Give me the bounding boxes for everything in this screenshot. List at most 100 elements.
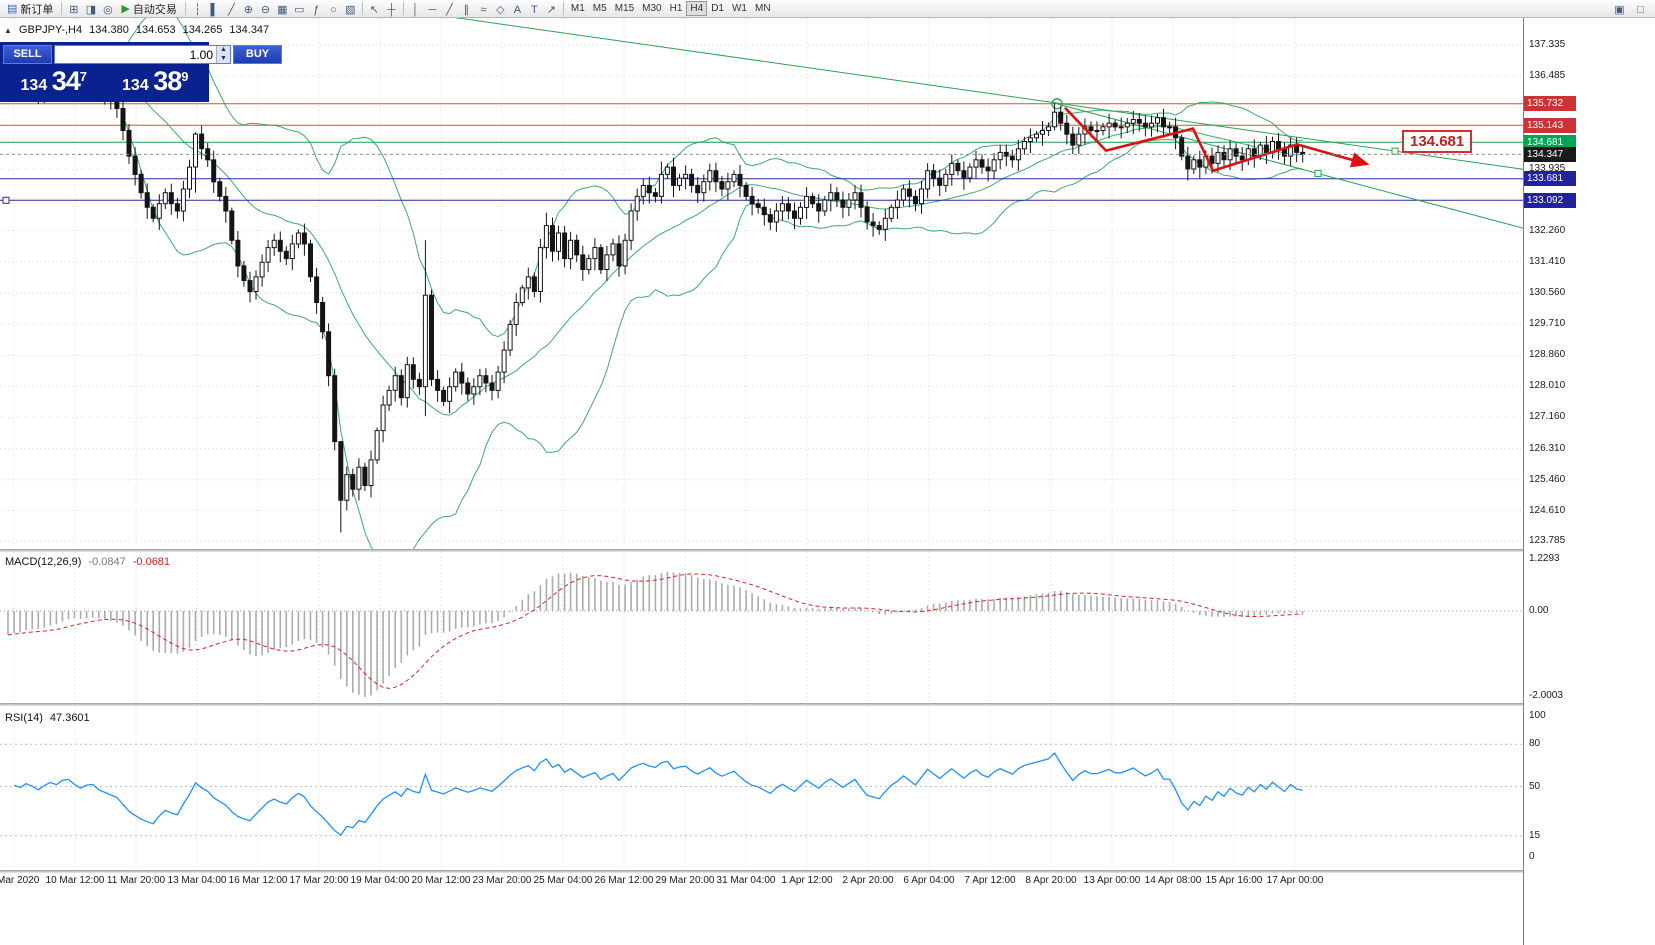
community-icon[interactable]: □	[1632, 1, 1649, 17]
trendline-icon[interactable]: ╱	[441, 1, 458, 17]
time-label: 17 Apr 00:00	[1266, 875, 1324, 886]
price-tick: 128.860	[1529, 349, 1566, 361]
time-label: 19 Mar 04:00	[350, 875, 410, 886]
data-window-icon[interactable]: ◨	[82, 1, 99, 17]
arrows-icon[interactable]: ↗	[543, 1, 560, 17]
macd-svg[interactable]	[0, 552, 1523, 703]
price-tick: 137.335	[1529, 39, 1566, 50]
timeframe-d1[interactable]: D1	[707, 1, 728, 16]
new-chart-icon[interactable]: ▭	[291, 1, 308, 17]
macd-signal-value: -0.0681	[132, 556, 171, 568]
candlestick-chart-icon[interactable]: ▌	[206, 1, 223, 17]
vertical-line-icon[interactable]: │	[407, 1, 424, 17]
indicators-icon[interactable]: ƒ	[308, 1, 325, 17]
line-chart-icon[interactable]: ╱	[223, 1, 240, 17]
buy-price-sup: 9	[181, 69, 189, 84]
panel-separator[interactable]	[0, 549, 1655, 552]
templates-icon[interactable]: ▧	[342, 1, 359, 17]
volume-field-wrap: ▲ ▼	[54, 45, 231, 64]
macd-axis-tick: 0.00	[1529, 605, 1549, 616]
charts-window-icon[interactable]: ⊞	[65, 1, 82, 17]
timeframe-m15[interactable]: M15	[611, 1, 638, 16]
timeframe-h1[interactable]: H1	[666, 1, 687, 16]
new-order-icon: ▤	[7, 3, 18, 15]
price-annotation-label[interactable]: 134.681	[1402, 130, 1473, 153]
text-icon[interactable]: A	[509, 1, 526, 17]
sell-price-pips: 34	[51, 66, 81, 96]
price-tick: 123.785	[1529, 535, 1566, 546]
time-label: 17 Mar 20:00	[289, 875, 349, 886]
time-label: 2 Apr 20:00	[842, 875, 894, 886]
time-label: 11 Mar 20:00	[106, 875, 166, 886]
time-label: 20 Mar 12:00	[411, 875, 471, 886]
buy-price[interactable]: 134 389	[105, 66, 207, 97]
time-label: 29 Mar 20:00	[655, 875, 715, 886]
zoom-out-icon[interactable]: ⊖	[257, 1, 274, 17]
rsi-axis-tick: 0	[1529, 851, 1535, 862]
zoom-in-icon[interactable]: ⊕	[240, 1, 257, 17]
volume-up-button[interactable]: ▲	[217, 46, 230, 55]
sell-price-whole: 134	[20, 77, 48, 94]
sell-price[interactable]: 134 347	[3, 66, 105, 97]
panel-separator[interactable]	[0, 870, 1655, 873]
volume-down-button[interactable]: ▼	[217, 54, 230, 63]
toolbar-separator	[402, 2, 404, 15]
label-icon[interactable]: T	[526, 1, 543, 17]
macd-main-value: -0.0847	[88, 556, 126, 568]
rsi-svg[interactable]	[0, 706, 1523, 870]
strategy-tester-icon[interactable]: ◎	[99, 1, 116, 17]
autotrade-label: 自动交易	[132, 3, 177, 16]
fibonacci-icon[interactable]: ≈	[475, 1, 492, 17]
shapes-icon[interactable]: ◇	[492, 1, 509, 17]
timeframe-m30[interactable]: M30	[638, 1, 665, 16]
chat-icon[interactable]: ▣	[1611, 1, 1628, 17]
tile-windows-icon[interactable]: ▦	[274, 1, 291, 17]
toolbar-separator	[562, 2, 564, 15]
timeframe-h4[interactable]: H4	[686, 1, 708, 16]
crosshair-icon[interactable]: ┼	[383, 1, 400, 17]
bar-chart-icon[interactable]: ┆	[189, 1, 206, 17]
close-value: 134.347	[229, 24, 270, 36]
timeframe-m1[interactable]: M1	[567, 1, 589, 16]
new-order-button[interactable]: ▤ 新订单	[2, 1, 58, 17]
toolbar-separator	[361, 2, 363, 15]
buy-button[interactable]: BUY	[233, 45, 282, 64]
low-value: 134.265	[182, 24, 223, 36]
horizontal-line-icon[interactable]: ─	[424, 1, 441, 17]
toolbar-group-zoom: ⊕ ⊖	[240, 1, 274, 17]
new-order-label: 新订单	[20, 3, 54, 16]
cursor-icon[interactable]: ↖	[366, 1, 383, 17]
timeframe-m5[interactable]: M5	[589, 1, 611, 16]
sell-button[interactable]: SELL	[3, 45, 52, 64]
price-tick: 131.410	[1529, 255, 1566, 267]
time-label: 15 Apr 16:00	[1205, 875, 1263, 886]
one-click-trade-panel: SELL ▲ ▼ BUY 134 347 134 389	[0, 42, 282, 102]
hline-price-box: 135.143	[1524, 117, 1576, 133]
toolbar-group-draw: │ ─ ╱ ∥ ≈ ◇ A T ↗	[407, 1, 560, 17]
time-label: 6 Apr 04:00	[903, 875, 955, 886]
timeframe-mn[interactable]: MN	[751, 1, 775, 16]
volume-input[interactable]	[55, 46, 216, 63]
hline-price-box: 133.092	[1524, 192, 1576, 208]
price-axis: 137.335 136.485 133.935 132.260 131.410 130.5…	[1523, 18, 1655, 945]
buy-price-pips: 38	[153, 66, 182, 96]
hline-price-box: 133.681	[1524, 171, 1576, 187]
macd-axis-tick: 1.2293	[1529, 553, 1560, 564]
timeframe-toolbar: M1 M5 M15 M30 H1 H4 D1 W1 MN	[567, 1, 775, 16]
autotrade-button[interactable]: ▶ 自动交易	[116, 1, 181, 17]
toolbar-separator	[61, 2, 63, 15]
period-icon[interactable]: ○	[325, 1, 342, 17]
timeframe-w1[interactable]: W1	[728, 1, 751, 16]
price-chart-svg[interactable]	[0, 18, 1523, 549]
symbol-period-label: GBPJPY-,H4	[18, 24, 83, 36]
hline-price-box: 135.732	[1524, 96, 1576, 112]
panel-separator[interactable]	[0, 703, 1655, 706]
collapse-panel-icon[interactable]: ▲	[4, 25, 12, 35]
toolbar-group-chart-type: ┆ ▌ ╱	[189, 1, 240, 17]
price-tick: 132.260	[1529, 224, 1566, 236]
channel-icon[interactable]: ∥	[458, 1, 475, 17]
price-tick: 136.485	[1529, 70, 1566, 82]
